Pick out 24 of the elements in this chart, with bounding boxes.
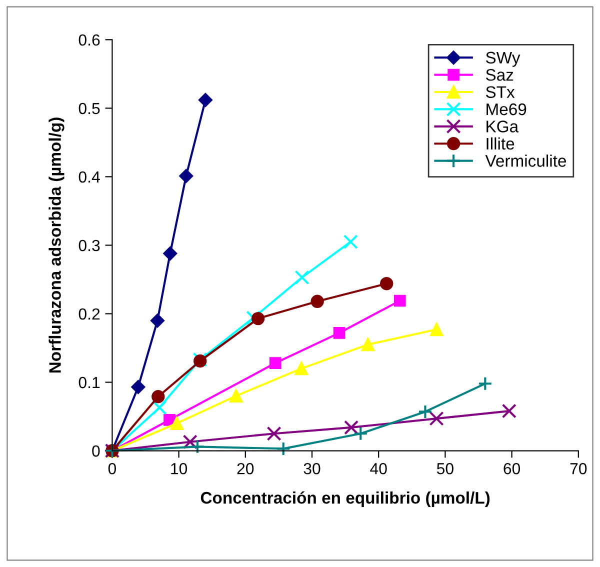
legend-label: SWy bbox=[486, 52, 520, 67]
y-tick-label: 0.2 bbox=[78, 308, 100, 320]
x-axis-title: Concentración en equilibrio (µmol/L) bbox=[200, 491, 490, 508]
legend-label: Vermiculite bbox=[485, 154, 566, 167]
legend-label: Illite bbox=[486, 137, 514, 150]
legend-label: KGa bbox=[486, 120, 519, 132]
x-tick-label: 30 bbox=[304, 462, 320, 474]
x-tick-label: 50 bbox=[436, 462, 454, 474]
y-tick-label: 0 bbox=[92, 445, 100, 457]
x-tick-label: 60 bbox=[504, 462, 520, 474]
y-tick-label: 0.4 bbox=[78, 171, 100, 183]
y-tick-label: 0.6 bbox=[78, 34, 100, 46]
x-tick-label: 0 bbox=[108, 462, 116, 474]
y-tick-label: 0.1 bbox=[78, 376, 100, 388]
x-tick-label: 70 bbox=[570, 462, 587, 474]
x-tick-label: 10 bbox=[171, 462, 188, 474]
y-tick-label: 0.5 bbox=[78, 102, 100, 114]
y-tick-label: 0.3 bbox=[78, 240, 100, 252]
y-axis-title: Norflurazona adsorbida (µmol/g) bbox=[48, 118, 64, 373]
x-tick-label: 20 bbox=[237, 462, 254, 474]
legend-label: STx bbox=[486, 86, 515, 98]
legend-label: Me69 bbox=[486, 103, 526, 116]
x-tick-label: 40 bbox=[370, 462, 387, 474]
legend-label: Saz bbox=[486, 69, 514, 81]
